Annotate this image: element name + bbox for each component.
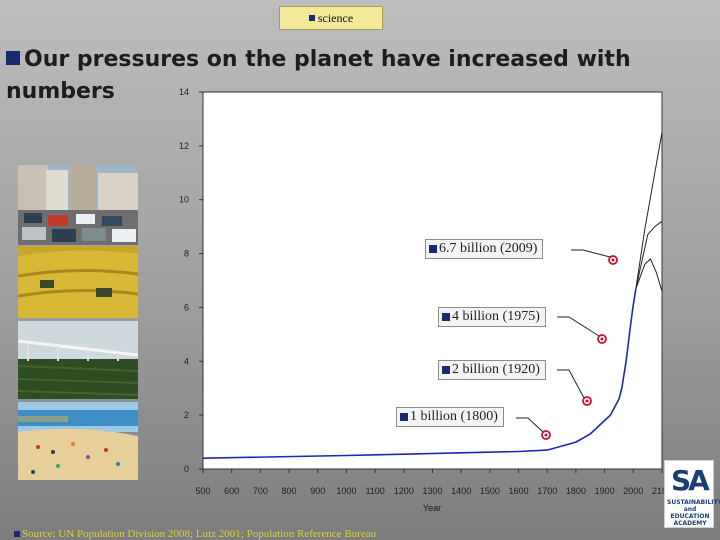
- x-tick-label: 700: [253, 486, 268, 496]
- academy-logo: SA SUSTAINABILITY and EDUCATION ACADEMY: [664, 460, 720, 528]
- milestone-marker-dot: [544, 433, 548, 437]
- source-citation: Source: UN Population Division 2008; Lut…: [14, 528, 376, 540]
- milestone-marker-dot: [611, 258, 615, 262]
- tag-label: science: [317, 10, 354, 25]
- callout-bullet: [442, 313, 450, 321]
- source-text: Source: UN Population Division 2008; Lut…: [22, 528, 377, 540]
- series-line-2: [635, 220, 663, 289]
- callout-2-billion: 2 billion (1920): [438, 360, 546, 380]
- callout-leader: [516, 417, 544, 433]
- y-tick-label: 0: [184, 464, 189, 474]
- callout-6-7-billion: 6.7 billion (2009): [425, 239, 544, 259]
- x-tick-label: 1600: [509, 486, 529, 496]
- x-tick-label: 1100: [365, 486, 384, 496]
- callout-bullet: [442, 366, 450, 374]
- x-tick-label: 900: [310, 486, 325, 496]
- callout-label: 4 billion (1975): [452, 309, 540, 324]
- x-tick-label: 2100: [652, 486, 672, 496]
- traffic-jam-photo: [18, 165, 138, 245]
- series-line-3: [635, 258, 663, 292]
- x-tick-label: 1200: [394, 486, 414, 496]
- logo-text: SUSTAINABILITY and EDUCATION ACADEMY: [667, 499, 720, 527]
- y-tick-label: 2: [184, 410, 189, 420]
- x-tick-label: 1000: [336, 486, 356, 496]
- x-tick-label: 1900: [595, 486, 615, 496]
- x-tick-label: 800: [282, 486, 297, 496]
- callout-bullet: [429, 245, 437, 253]
- x-tick-label: 500: [195, 486, 210, 496]
- callout-bullet: [400, 413, 408, 421]
- heading-bullet: [6, 51, 20, 65]
- callout-4-billion: 4 billion (1975): [438, 307, 546, 327]
- x-tick-label: 1700: [537, 486, 557, 496]
- callout-label: 6.7 billion (2009): [439, 241, 538, 256]
- slide-heading: Our pressures on the planet have increas…: [6, 44, 706, 108]
- y-tick-label: 6: [184, 302, 189, 312]
- crowded-beach-photo: [18, 402, 138, 480]
- milestone-marker-dot: [585, 399, 589, 403]
- y-tick-label: 4: [184, 356, 189, 366]
- source-bullet: [14, 531, 20, 537]
- callout-label: 1 billion (1800): [410, 409, 498, 424]
- x-tick-label: 1300: [422, 486, 442, 496]
- y-tick-label: 14: [179, 87, 189, 97]
- x-tick-label: 2000: [623, 486, 643, 496]
- callout-1-billion: 1 billion (1800): [396, 407, 504, 427]
- callout-label: 2 billion (1920): [452, 362, 540, 377]
- logo-mark: SA: [671, 464, 710, 497]
- callout-leader: [557, 369, 585, 399]
- y-tick-label: 8: [184, 249, 189, 259]
- x-tick-label: 600: [224, 486, 239, 496]
- wheat-harvest-photo: [18, 246, 138, 318]
- irrigation-photo: [18, 321, 138, 399]
- y-tick-label: 12: [179, 141, 189, 151]
- series-line-0: [202, 288, 637, 459]
- plot-area: [202, 91, 663, 470]
- heading-text: Our pressures on the planet have increas…: [6, 47, 631, 104]
- x-tick-label: 1800: [566, 486, 586, 496]
- series-line-1: [635, 132, 663, 289]
- x-tick-label: 1500: [480, 486, 500, 496]
- callout-leader: [557, 316, 600, 337]
- x-tick-label: 1400: [451, 486, 471, 496]
- tag-bullet: [308, 15, 315, 21]
- x-axis-label: Year: [423, 503, 441, 513]
- section-tag: science: [279, 6, 383, 30]
- callout-leader: [571, 249, 611, 258]
- milestone-marker-dot: [600, 337, 604, 341]
- y-tick-label: 10: [179, 195, 189, 205]
